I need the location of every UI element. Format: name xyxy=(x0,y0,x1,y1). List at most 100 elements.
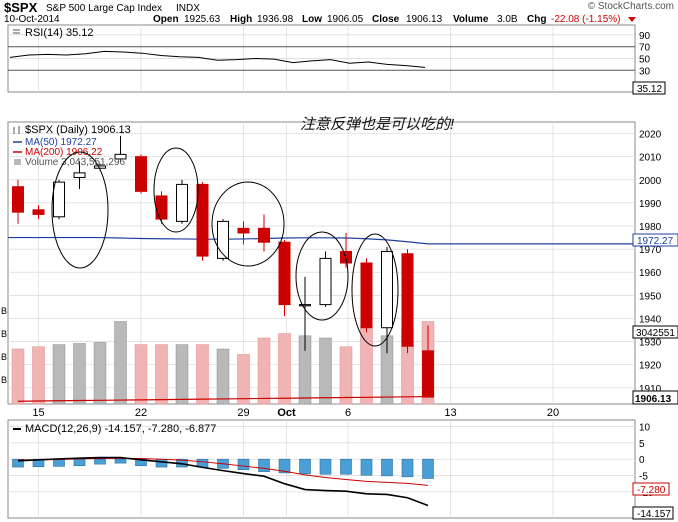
quote-date: 10-Oct-2014 xyxy=(4,14,60,25)
macd-title: MACD(12,26,9) -14.157, -7.280, -6.877 xyxy=(25,423,216,435)
chg-value: -22.08 (-1.15%) xyxy=(551,14,620,25)
date-tick-label: 6 xyxy=(345,407,351,419)
macd-histogram-bar xyxy=(320,459,331,474)
ma50-value-tag: 1972.27 xyxy=(633,234,678,247)
macd-histogram-bar xyxy=(115,459,126,463)
volume-label: Volume xyxy=(453,14,489,25)
close-value: 1906.13 xyxy=(406,14,443,25)
index-name: S&P 500 Large Cap Index xyxy=(46,3,162,14)
rsi-title: RSI(14) 35.12 xyxy=(25,27,93,39)
candle-body xyxy=(156,196,167,219)
candle-body xyxy=(382,251,393,327)
close-label: Close xyxy=(372,14,400,25)
volume-bar xyxy=(115,322,127,405)
macd-histogram-bar xyxy=(238,459,249,469)
chg-label: Chg xyxy=(527,14,546,25)
candle-body xyxy=(423,351,434,397)
macd-histogram-bar xyxy=(54,459,65,466)
stockcharts-watermark: © StockCharts.com xyxy=(588,1,674,12)
price-tick-label: 1960 xyxy=(639,268,662,279)
last-price-tag: 1906.13 xyxy=(633,391,678,405)
candle-body xyxy=(218,221,229,258)
macd-histogram-bar xyxy=(95,459,106,464)
svg-text:35.12: 35.12 xyxy=(637,84,662,95)
svg-text:1906.13: 1906.13 xyxy=(635,394,672,405)
price-tick-label: 1950 xyxy=(639,291,662,302)
volume-scale-label: B xyxy=(1,329,7,339)
legend-volume: Volume 3,043,551,296 xyxy=(25,157,126,168)
macd-histogram-bar xyxy=(197,459,208,467)
chg-down-arrow-icon xyxy=(628,17,636,22)
volume-bar xyxy=(340,347,352,404)
volume-bar xyxy=(176,345,188,404)
macd-histogram-bar xyxy=(156,459,167,467)
price-tick-label: 2000 xyxy=(639,176,662,187)
volume-bar xyxy=(361,327,373,404)
open-value: 1925.63 xyxy=(184,14,221,25)
candle-body xyxy=(13,187,24,212)
candle-body xyxy=(279,242,290,304)
rsi-tick-label: 90 xyxy=(639,31,651,42)
price-title: $SPX (Daily) 1906.13 xyxy=(25,124,131,136)
candle-body xyxy=(300,305,311,306)
volume-bar xyxy=(197,345,209,404)
volume-bar xyxy=(135,345,147,404)
macd-histogram-bar xyxy=(300,459,311,474)
candle-body xyxy=(197,184,208,256)
svg-text:3042551: 3042551 xyxy=(636,328,675,339)
volume-bar xyxy=(258,338,270,404)
volume-bar xyxy=(217,349,229,404)
candle-body xyxy=(33,210,44,215)
candle-body xyxy=(177,184,188,221)
volume-bar xyxy=(320,338,332,404)
date-tick-label: 20 xyxy=(547,407,559,419)
date-tick-label: 22 xyxy=(135,407,147,419)
candle-body xyxy=(259,228,270,242)
candle-body xyxy=(402,254,413,346)
svg-text:-7.280: -7.280 xyxy=(637,485,666,496)
rsi-tick-label: 50 xyxy=(639,55,651,66)
macd-histogram-bar xyxy=(423,459,434,478)
low-label: Low xyxy=(302,14,322,25)
legend-volume-swatch xyxy=(14,159,21,165)
volume-value: 3.0B xyxy=(497,14,518,25)
macd-tick-label: 5 xyxy=(639,439,645,450)
macd-histogram-bar xyxy=(259,459,270,471)
rsi-value-tag: 35.12 xyxy=(633,82,665,95)
candle-body xyxy=(361,263,372,328)
macd-histogram-bar xyxy=(382,459,393,476)
volume-bar xyxy=(33,347,45,404)
volume-bar xyxy=(156,345,168,404)
price-tick-label: 2010 xyxy=(639,153,662,164)
volume-bar xyxy=(94,342,106,404)
macd-histogram-bar xyxy=(402,459,413,477)
volume-bar xyxy=(238,355,250,405)
low-value: 1906.05 xyxy=(327,14,364,25)
signal-value-tag: -14.157 xyxy=(633,507,673,520)
volume-bar xyxy=(74,344,86,405)
high-value: 1936.98 xyxy=(257,14,294,25)
volume-scale-label: B xyxy=(1,306,7,316)
macd-histogram-bar xyxy=(74,459,85,466)
price-tick-label: 2020 xyxy=(639,130,662,141)
exchange-label: INDX xyxy=(176,3,200,14)
date-tick-label: 13 xyxy=(444,407,456,419)
candle-body xyxy=(320,258,331,304)
volume-bar xyxy=(279,334,291,404)
macd-tick-label: -5 xyxy=(639,472,648,483)
date-tick-label: 29 xyxy=(237,407,249,419)
open-label: Open xyxy=(153,14,179,25)
rsi-tick-label: 70 xyxy=(639,43,651,54)
high-label: High xyxy=(230,14,252,25)
volume-bar xyxy=(12,349,24,404)
macd-value-tag: -7.280 xyxy=(633,483,669,496)
date-tick-label: 15 xyxy=(32,407,44,419)
macd-tick-label: 10 xyxy=(639,423,651,434)
price-tick-label: 1940 xyxy=(639,314,662,325)
candle-body xyxy=(238,228,249,233)
macd-histogram-bar xyxy=(361,459,372,475)
date-tick-label: Oct xyxy=(277,407,296,419)
macd-tick-label: 0 xyxy=(639,455,645,466)
rsi-tick-label: 30 xyxy=(639,66,651,77)
